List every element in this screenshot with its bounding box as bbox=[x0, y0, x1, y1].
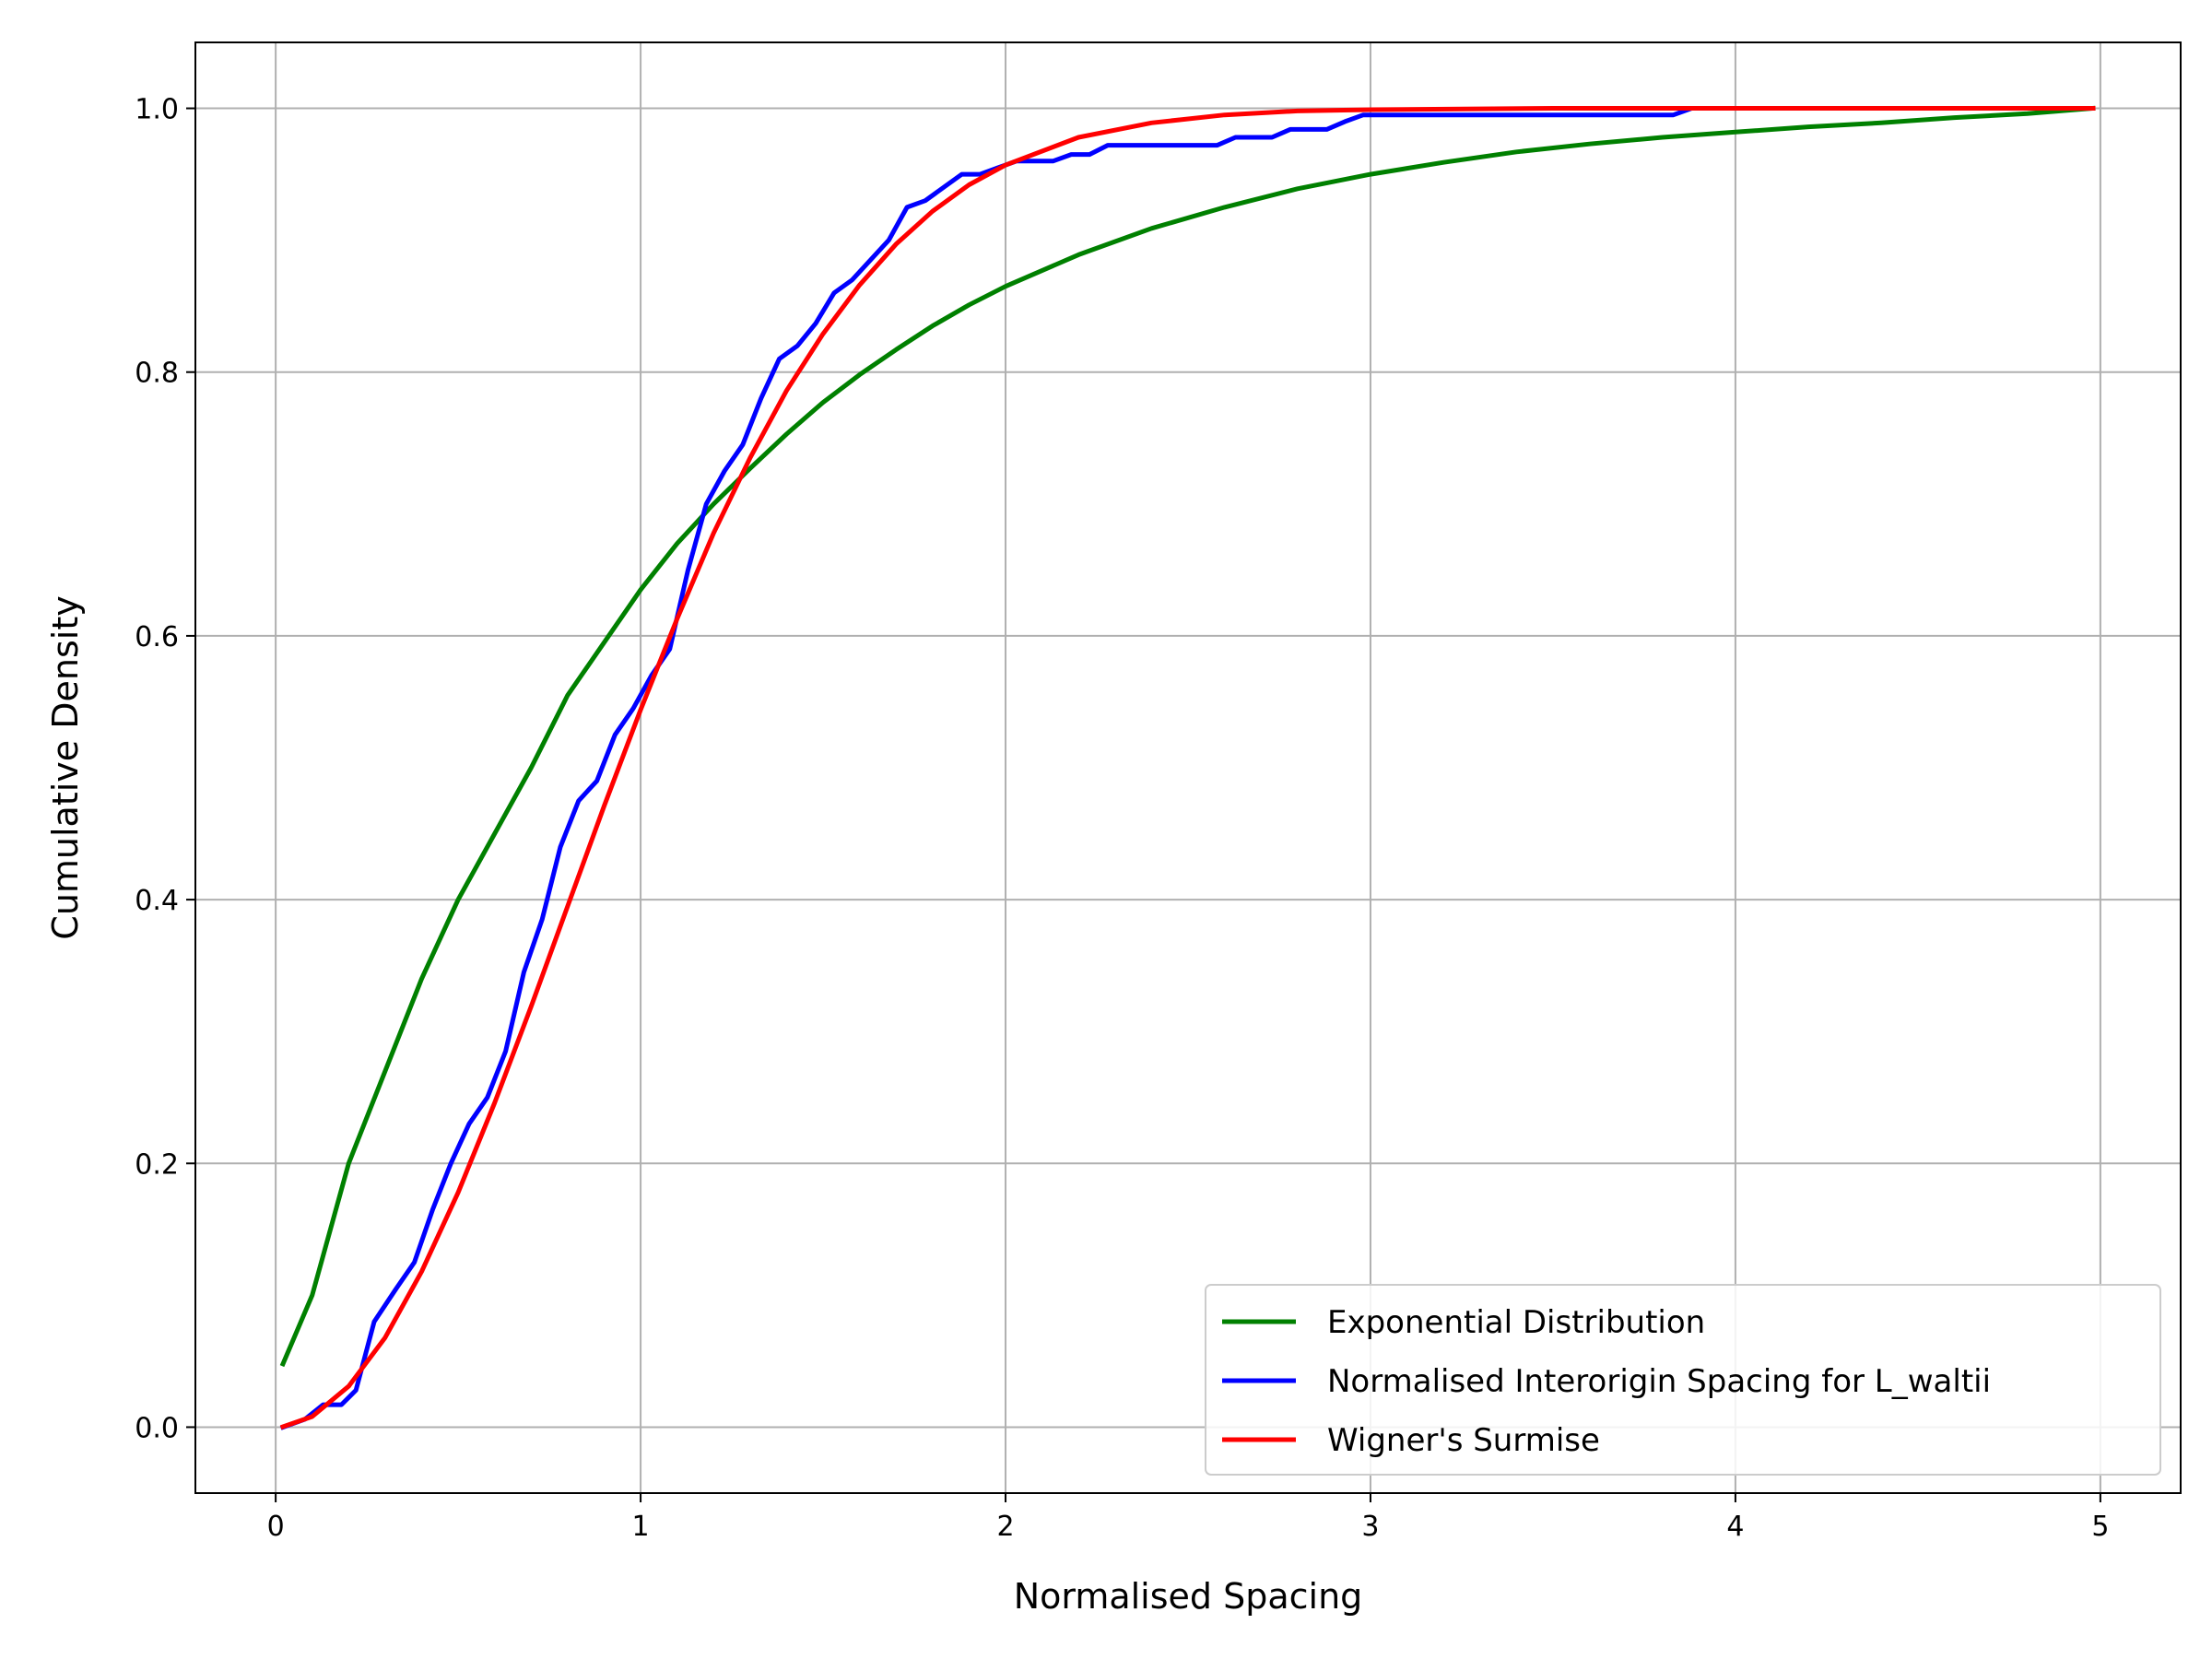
plot-frame bbox=[194, 41, 2182, 1494]
x-tick-label: 4 bbox=[1726, 1511, 1744, 1543]
y-tick-label: 0.4 bbox=[135, 885, 179, 917]
legend-box bbox=[1205, 1284, 2161, 1476]
x-tick-label: 3 bbox=[1361, 1511, 1379, 1543]
axis-ticks: 0 1 2 3 4 5 0.0 0.2 0.4 0.6 0.8 1.0 bbox=[135, 94, 2109, 1543]
series-line-normalised-interorigin-spacing-for-l-waltii bbox=[279, 106, 2096, 1430]
y-tick-label: 0.0 bbox=[135, 1412, 179, 1444]
x-tick-label: 1 bbox=[632, 1511, 650, 1543]
legend: Exponential Distribution Normalised Inter… bbox=[1205, 1284, 2161, 1476]
series-lines bbox=[279, 105, 2096, 1430]
x-tick-label: 5 bbox=[2091, 1511, 2109, 1543]
x-tick-label: 0 bbox=[267, 1511, 285, 1543]
legend-label: Wigner's Surmise bbox=[1327, 1422, 1600, 1459]
legend-label: Normalised Interorigin Spacing for L_wal… bbox=[1327, 1363, 1991, 1400]
y-axis-label: Cumulative Density bbox=[45, 595, 86, 939]
legend-label: Exponential Distribution bbox=[1327, 1304, 1705, 1341]
y-tick-label: 1.0 bbox=[135, 94, 179, 126]
series-line-exponential-distribution bbox=[279, 105, 2096, 1368]
series-line-wigner-s-surmise bbox=[279, 106, 2096, 1430]
y-tick-label: 0.6 bbox=[135, 621, 179, 653]
y-tick-label: 0.2 bbox=[135, 1148, 179, 1181]
x-axis-label: Normalised Spacing bbox=[1014, 1576, 1363, 1617]
y-tick-label: 0.8 bbox=[135, 358, 179, 390]
x-tick-label: 2 bbox=[996, 1511, 1014, 1543]
